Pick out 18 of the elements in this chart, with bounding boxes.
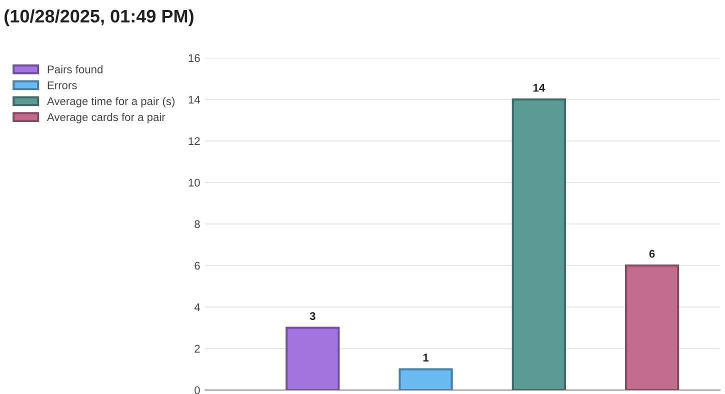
data-label: 14 xyxy=(533,84,546,92)
legend-label: Average time for a pair (s) xyxy=(46,96,175,108)
legend-label: Average cards for a pair xyxy=(46,112,166,124)
y-tick-label: 8 xyxy=(194,220,200,228)
chart-title: (10/28/2025, 01:49 PM) xyxy=(4,9,194,26)
legend-label: Errors xyxy=(48,81,77,90)
y-tick-label: 14 xyxy=(188,96,200,104)
y-tick-label: 16 xyxy=(188,54,200,62)
y-tick-label: 10 xyxy=(188,178,200,187)
data-label: 6 xyxy=(649,250,655,258)
y-tick-label: 12 xyxy=(188,137,200,145)
y-tick-label: 4 xyxy=(194,303,200,312)
data-label: 1 xyxy=(423,354,429,362)
legend-label: Pairs found xyxy=(48,65,102,74)
data-label: 3 xyxy=(310,312,316,320)
y-tick-label: 6 xyxy=(194,262,200,270)
y-tick-label: 2 xyxy=(194,344,200,353)
y-tick-label: 0 xyxy=(194,386,200,394)
